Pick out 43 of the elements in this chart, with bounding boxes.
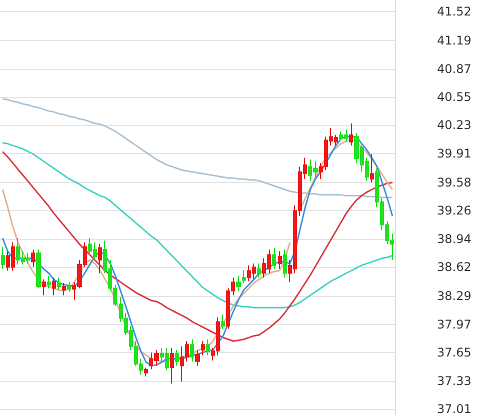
candlestick [57, 277, 61, 290]
y-tick-label: 37.65 [437, 346, 472, 360]
y-tick-label: 40.55 [437, 90, 472, 104]
candlestick [195, 349, 200, 366]
y-tick-label: 41.19 [437, 34, 472, 48]
candlestick [31, 248, 35, 268]
y-tick-label: 38.94 [437, 232, 472, 246]
y-tick-label: 41.52 [437, 4, 472, 18]
candlestick [62, 282, 66, 296]
candlestick [52, 277, 56, 296]
candlestick [236, 275, 241, 292]
y-tick-label: 39.58 [437, 175, 472, 190]
y-tick-label: 37.97 [437, 317, 472, 332]
candlestick [170, 348, 174, 384]
candlestick [190, 338, 194, 362]
y-tick-label: 39.26 [437, 204, 472, 218]
y-tick-label: 38.62 [437, 260, 472, 274]
candlestick [144, 367, 148, 377]
candlestick [98, 244, 102, 274]
candlestick [36, 248, 41, 289]
candlestick [221, 314, 225, 330]
y-tick-label: 39.91 [437, 146, 472, 160]
candlestick [283, 248, 287, 278]
candlestick [278, 250, 282, 270]
y-tick-label: 37.33 [437, 374, 472, 388]
candlestick [1, 246, 5, 270]
y-tick-label: 40.87 [437, 62, 472, 76]
line-series [2, 98, 394, 198]
candlestick [370, 154, 374, 183]
candlestick [67, 282, 71, 292]
candlestick [42, 278, 46, 296]
candlestick [206, 338, 210, 356]
candlestick [272, 247, 276, 270]
y-tick-label: 37.01 [437, 402, 472, 415]
candlestick [47, 275, 51, 289]
candlestick [257, 263, 261, 278]
y-tick-label: 40.23 [437, 118, 472, 132]
line-series [2, 142, 394, 308]
y-tick-label: 38.29 [437, 289, 472, 304]
candlestick [175, 349, 179, 366]
candlestick [201, 340, 205, 356]
candlestick [349, 122, 353, 146]
candlestick [242, 270, 246, 284]
